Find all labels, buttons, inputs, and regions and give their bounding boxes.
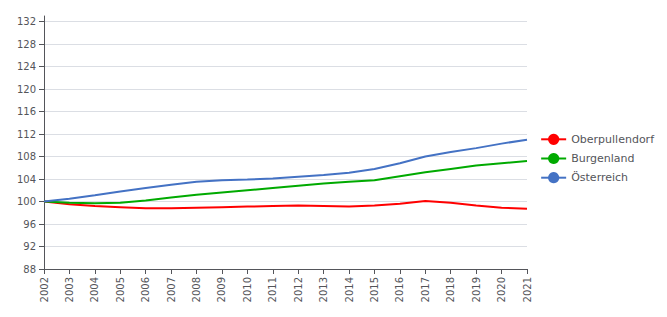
svg-text:2005: 2005 xyxy=(115,277,126,302)
svg-text:2020: 2020 xyxy=(496,277,507,302)
svg-text:Burgenland: Burgenland xyxy=(571,152,634,165)
svg-text:2009: 2009 xyxy=(216,277,227,302)
svg-text:2010: 2010 xyxy=(242,277,253,302)
svg-text:2014: 2014 xyxy=(344,277,355,302)
svg-text:2008: 2008 xyxy=(191,277,202,302)
svg-text:92: 92 xyxy=(23,241,36,252)
svg-text:2021: 2021 xyxy=(522,277,533,302)
svg-text:96: 96 xyxy=(23,219,36,230)
svg-text:2013: 2013 xyxy=(318,277,329,302)
svg-text:132: 132 xyxy=(17,16,36,27)
svg-text:100: 100 xyxy=(17,196,36,207)
svg-text:128: 128 xyxy=(17,39,36,50)
svg-text:2019: 2019 xyxy=(471,277,482,302)
svg-text:2012: 2012 xyxy=(293,277,304,302)
svg-text:2017: 2017 xyxy=(420,277,431,302)
svg-text:88: 88 xyxy=(23,264,36,275)
svg-text:2006: 2006 xyxy=(140,277,151,302)
svg-text:124: 124 xyxy=(17,61,36,72)
svg-text:2015: 2015 xyxy=(369,277,380,302)
svg-text:108: 108 xyxy=(17,151,36,162)
svg-text:Oberpullendorf: Oberpullendorf xyxy=(571,133,655,146)
svg-text:2003: 2003 xyxy=(64,277,75,302)
svg-text:112: 112 xyxy=(17,129,36,140)
svg-text:2018: 2018 xyxy=(445,277,456,302)
svg-text:116: 116 xyxy=(17,106,36,117)
svg-text:120: 120 xyxy=(17,84,36,95)
svg-text:104: 104 xyxy=(17,174,36,185)
svg-text:2002: 2002 xyxy=(39,277,50,302)
svg-text:Österreich: Österreich xyxy=(571,171,628,184)
svg-text:2011: 2011 xyxy=(267,277,278,302)
svg-text:2007: 2007 xyxy=(166,277,177,302)
svg-text:2016: 2016 xyxy=(394,277,405,302)
svg-text:2004: 2004 xyxy=(89,277,100,302)
